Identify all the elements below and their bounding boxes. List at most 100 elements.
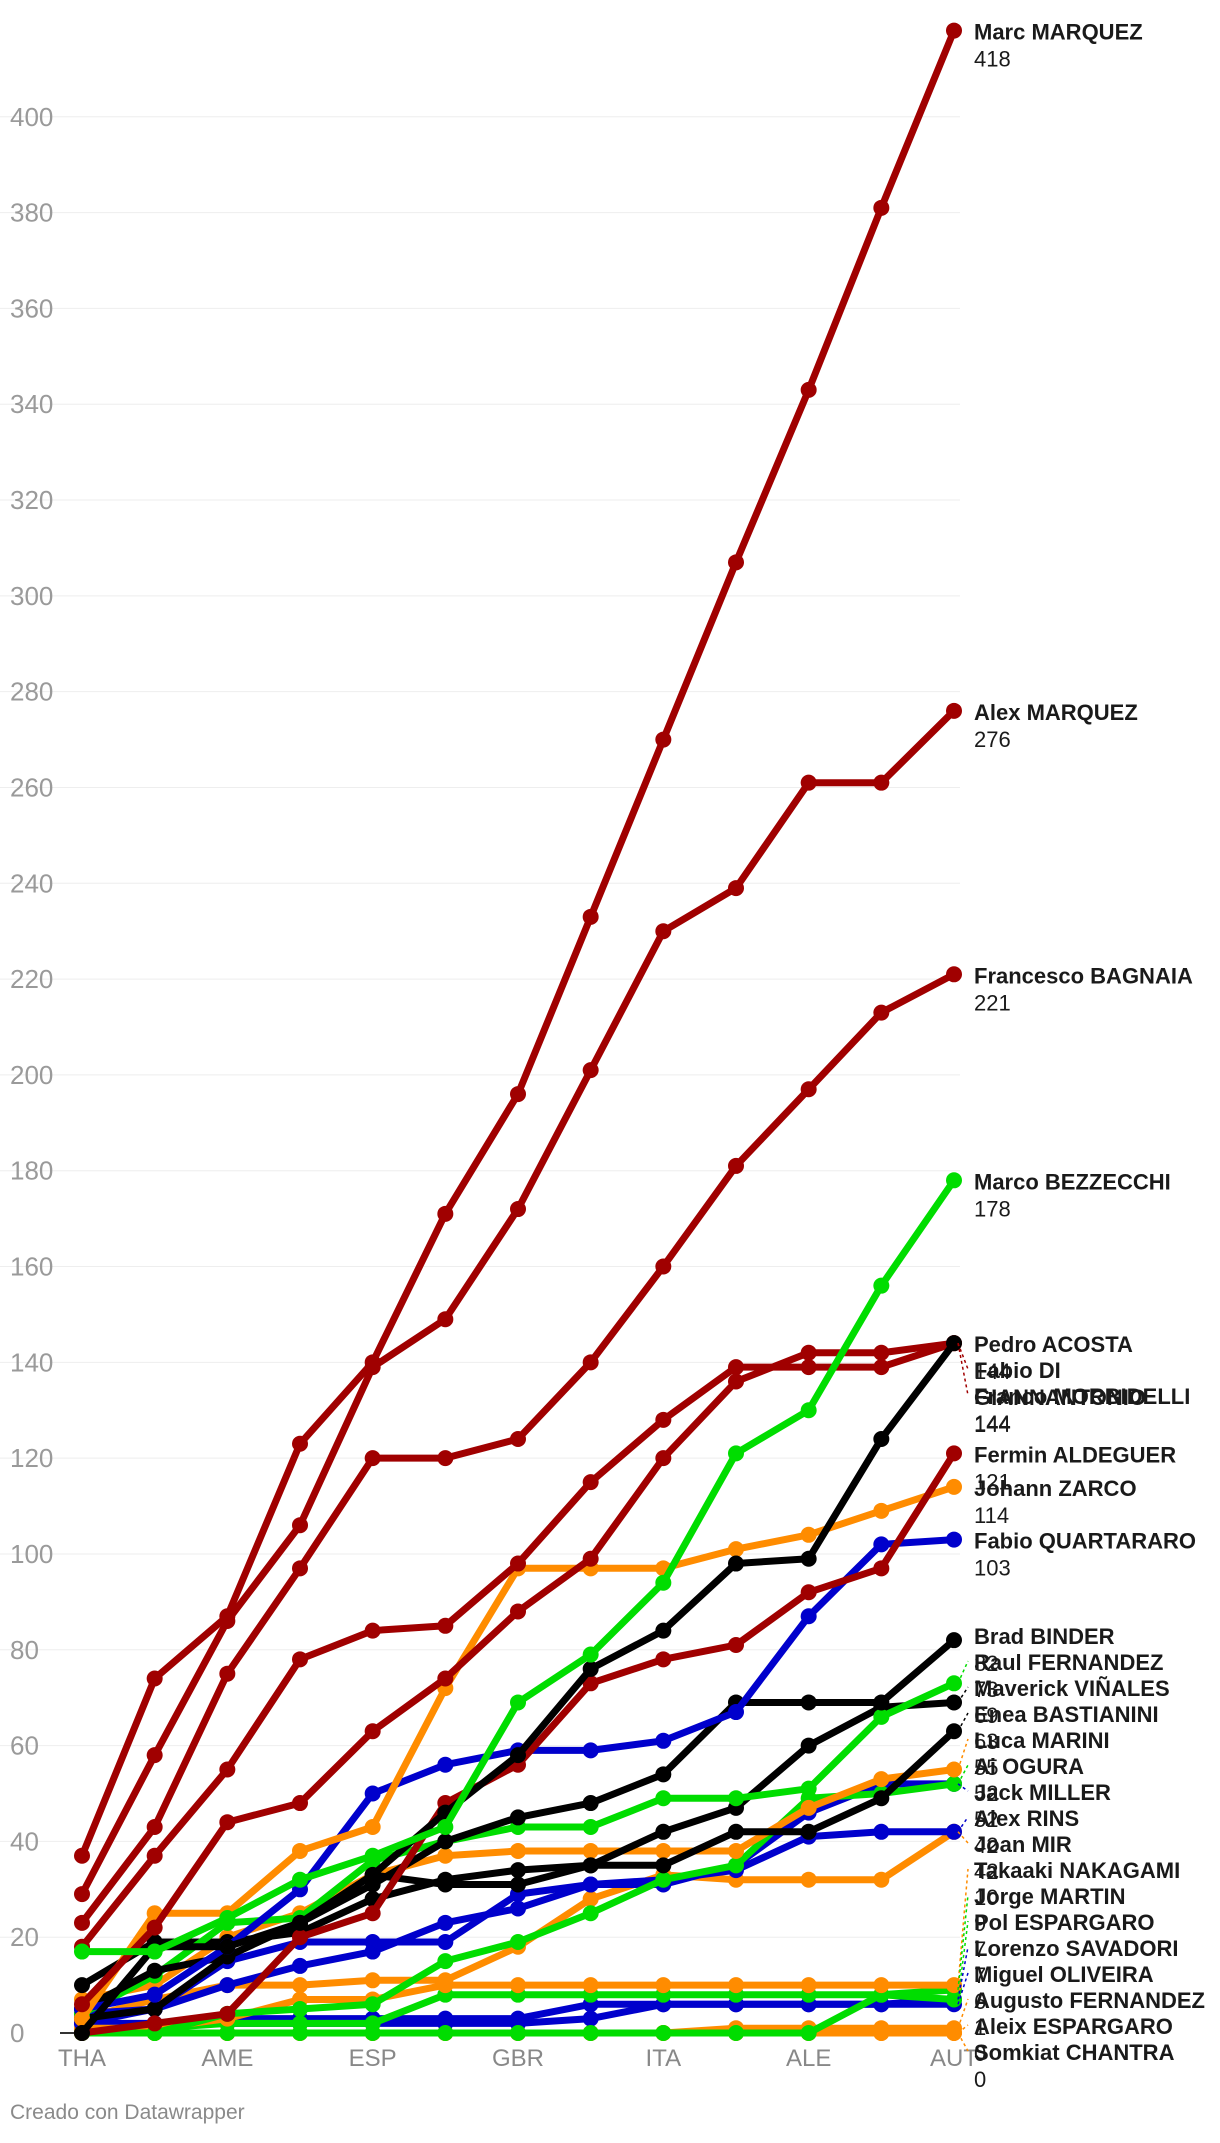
data-point <box>728 1359 744 1376</box>
data-point <box>873 1708 890 1725</box>
label-leader-line <box>957 1343 969 1396</box>
series-value-label: 144 <box>974 1411 1011 1436</box>
data-point <box>146 1747 163 1764</box>
data-point <box>873 1277 890 1294</box>
data-point <box>655 1766 672 1783</box>
data-point <box>946 1775 962 1792</box>
data-point <box>510 1603 526 1620</box>
series-name-label: Francesco BAGNAIA <box>974 963 1193 988</box>
label-leader-lines <box>957 1342 969 2052</box>
data-point <box>800 1526 817 1543</box>
data-point <box>292 1957 308 1974</box>
series-value-label: 221 <box>974 990 1011 1015</box>
series-name-label: Raul FERNANDEZ <box>974 1650 1163 1675</box>
data-point <box>74 2010 90 2027</box>
series-name-label: Alex MARQUEZ <box>974 700 1138 725</box>
data-point <box>510 1555 526 1572</box>
series-value-label: 276 <box>974 727 1011 752</box>
data-point <box>728 1823 744 1840</box>
series-name-label: Augusto FERNANDEZ <box>974 1988 1205 2013</box>
data-point <box>146 1986 163 2003</box>
data-point <box>873 1004 890 1021</box>
data-point <box>582 1675 599 1692</box>
data-point <box>146 1847 163 1864</box>
data-point <box>292 1914 308 1931</box>
data-point <box>728 1555 744 1572</box>
data-point <box>728 1541 744 1558</box>
data-point <box>655 731 672 748</box>
y-tick-label: 180 <box>10 1156 53 1186</box>
data-point <box>873 1344 890 1361</box>
data-point <box>74 1886 90 1903</box>
data-point <box>219 1665 236 1682</box>
y-tick-label: 200 <box>10 1060 53 1090</box>
series-name-label: Luca MARINI <box>974 1728 1110 1753</box>
data-point <box>946 1761 962 1778</box>
data-point <box>800 1780 817 1797</box>
series-value-label: 418 <box>974 47 1011 72</box>
data-point <box>219 1608 236 1625</box>
data-point <box>292 1795 308 1812</box>
label-leader-line <box>957 1816 969 1833</box>
data-point <box>74 1943 90 1960</box>
x-tick-label: GBR <box>492 2045 544 2072</box>
data-point <box>437 1450 454 1467</box>
data-point <box>946 1531 962 1548</box>
data-point <box>873 1694 890 1711</box>
label-leader-line <box>957 1894 969 1990</box>
data-point <box>582 1660 599 1677</box>
data-point <box>364 1354 381 1371</box>
label-leader-line <box>957 1831 969 1844</box>
data-point <box>728 1445 744 1462</box>
y-tick-label: 100 <box>10 1539 53 1569</box>
data-point <box>800 1344 817 1361</box>
series-name-label: Ai OGURA <box>974 1754 1084 1779</box>
data-point <box>364 1972 381 1989</box>
series-value-label: 69 <box>974 1703 998 1728</box>
data-point <box>728 1790 744 1807</box>
data-point <box>873 1536 890 1553</box>
series-name-label: Jorge MARTIN <box>974 1884 1126 1909</box>
data-point <box>437 1670 454 1687</box>
series-name-label: Marc MARQUEZ <box>974 20 1143 45</box>
series-value-label: 121 <box>974 1469 1011 1494</box>
series-name-label: Fabio DI <box>974 1358 1061 1383</box>
data-point <box>292 1977 308 1994</box>
series-value-label: 114 <box>974 1503 1009 1528</box>
y-tick-label: 380 <box>10 198 53 228</box>
series-value-label: 7 <box>974 1963 986 1988</box>
data-point <box>582 1646 599 1663</box>
data-point <box>292 2001 308 2018</box>
series-name-label: Alex RINS <box>974 1806 1079 1831</box>
data-point <box>437 1833 454 1850</box>
data-point <box>728 1857 744 1874</box>
x-axis-ticks: THA AME ESP GBR ITA ALE AUT <box>58 2045 978 2072</box>
data-point <box>437 1311 454 1328</box>
data-point <box>219 2005 236 2022</box>
data-point <box>74 1914 90 1931</box>
label-leader-line <box>957 1686 969 1703</box>
data-point <box>946 702 962 719</box>
x-tick-label: THA <box>58 2045 106 2072</box>
series-name-label: Maverick VIÑALES <box>974 1676 1170 1701</box>
data-point <box>582 1474 599 1491</box>
series-name-label: Jack MILLER <box>974 1780 1111 1805</box>
data-point <box>728 1157 744 1174</box>
data-point <box>219 1761 236 1778</box>
data-point <box>364 1785 381 1802</box>
data-point <box>800 1694 817 1711</box>
series-name-label: Takaaki NAKAGAMI <box>974 1858 1180 1883</box>
series-name-label: Miguel OLIVEIRA <box>974 1962 1154 1987</box>
data-point <box>655 1823 672 1840</box>
series-name-label: Franco MORBIDELLI <box>974 1384 1190 1409</box>
data-point <box>946 22 962 39</box>
